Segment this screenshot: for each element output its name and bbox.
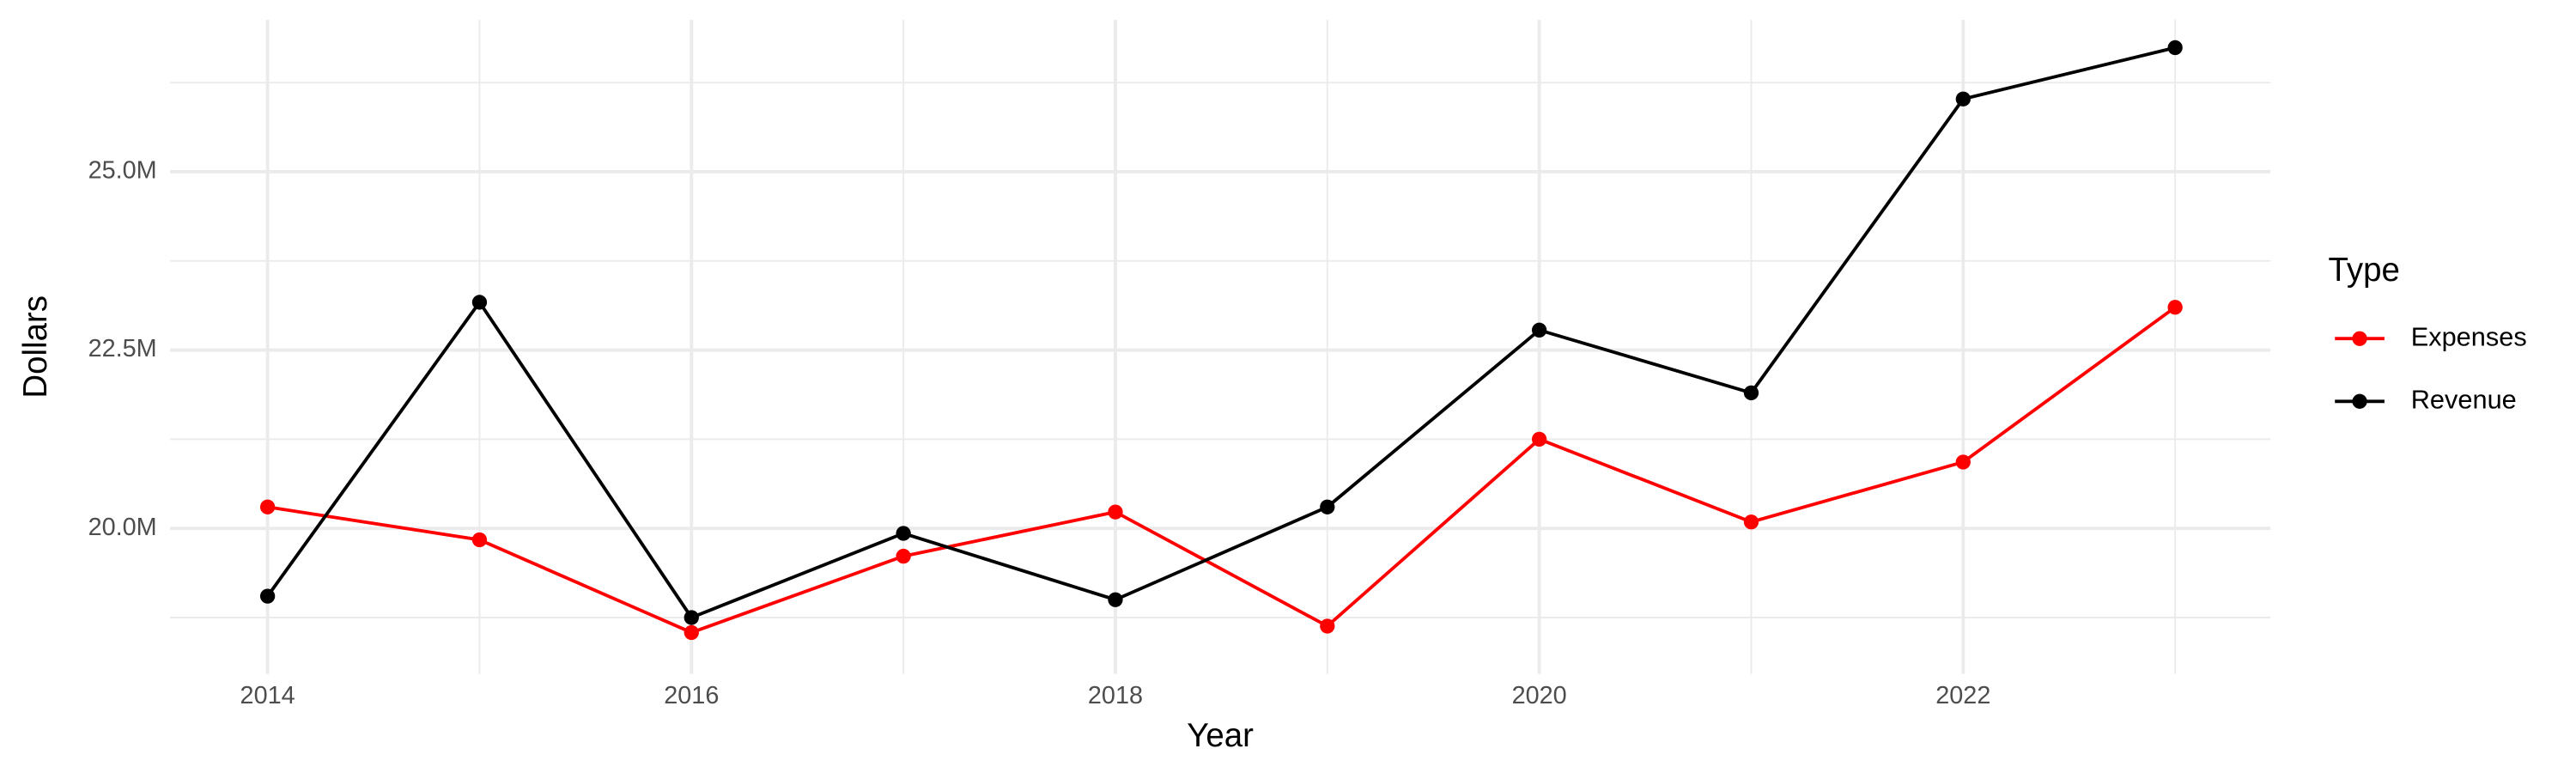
- legend-key: [2352, 331, 2367, 346]
- legend-label: Expenses: [2411, 321, 2527, 351]
- point: [683, 610, 699, 625]
- y-tick-label: 22.5M: [88, 335, 157, 362]
- legend-label: Revenue: [2411, 384, 2517, 414]
- point: [1531, 322, 1547, 338]
- point: [1531, 431, 1547, 447]
- x-tick-label: 2014: [240, 682, 295, 709]
- point: [1108, 592, 1123, 607]
- point: [2167, 40, 2183, 56]
- point: [1743, 385, 1759, 401]
- x-tick-label: 2022: [1935, 682, 1990, 709]
- point: [259, 588, 276, 604]
- point: [1955, 454, 1971, 470]
- point: [896, 526, 911, 541]
- point: [896, 548, 911, 564]
- line: [266, 46, 2176, 620]
- legend-title: Type: [2329, 252, 2400, 289]
- point: [1955, 91, 1971, 107]
- point: [1320, 499, 1335, 514]
- legend: Expenses Revenue: [2335, 321, 2527, 414]
- y-axis-title: Dollars: [17, 295, 54, 399]
- grid: [170, 20, 2271, 674]
- point: [683, 624, 699, 641]
- x-tick-label: 2016: [664, 682, 719, 709]
- y-tick-label: 20.0M: [88, 514, 157, 541]
- point: [1108, 504, 1123, 520]
- point: [1320, 618, 1335, 634]
- legend-key: [2352, 393, 2367, 409]
- point: [1743, 514, 1759, 530]
- x-axis-title: Year: [1187, 717, 1254, 754]
- point: [471, 295, 488, 310]
- x-tick-label: 2018: [1088, 682, 1143, 709]
- point: [471, 532, 488, 548]
- x-tick-label: 2020: [1512, 682, 1567, 709]
- plot-area: [259, 40, 2183, 641]
- line: [267, 306, 2177, 635]
- y-tick-label: 25.0M: [88, 157, 157, 185]
- point: [2167, 300, 2183, 315]
- point: [259, 499, 276, 514]
